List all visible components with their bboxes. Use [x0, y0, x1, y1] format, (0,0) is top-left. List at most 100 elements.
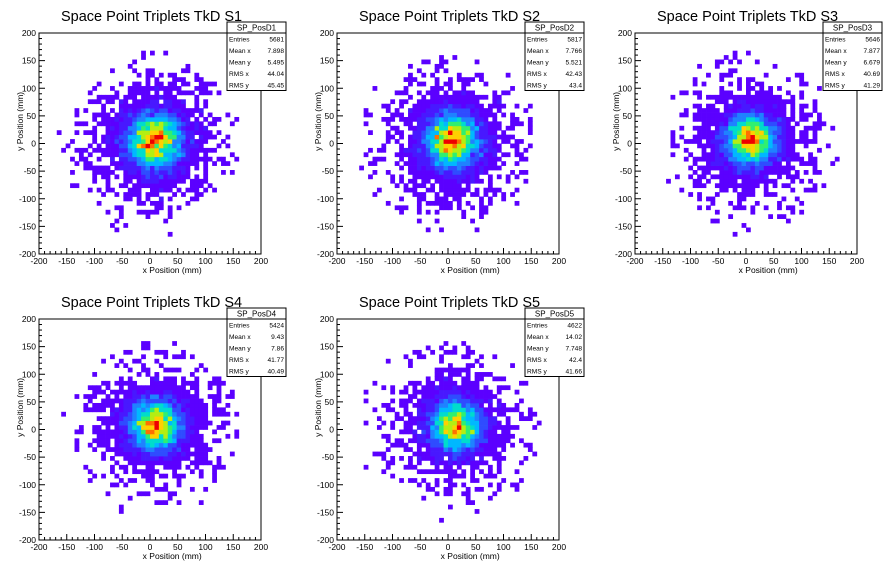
heatmap-bin [448, 130, 453, 136]
heatmap-bin [750, 183, 756, 189]
heatmap-bin [132, 125, 138, 131]
heatmap-bin [817, 112, 822, 118]
heatmap-bin [483, 161, 489, 166]
heatmap-bin [198, 121, 204, 127]
heatmap-bin [194, 460, 200, 466]
heatmap-bin [416, 425, 422, 430]
heatmap-bin [176, 112, 182, 118]
heatmap-bin [412, 170, 418, 175]
heatmap-bin [697, 108, 702, 113]
heatmap-bin [452, 112, 458, 118]
heatmap-bin [492, 130, 498, 136]
heatmap-bin [505, 385, 511, 391]
heatmap-bin [163, 402, 169, 408]
heatmap-bin [390, 116, 396, 122]
heatmap-bin [439, 183, 444, 189]
heatmap-bin [141, 50, 146, 56]
heatmap-bin [123, 125, 129, 131]
heatmap-bin [439, 55, 444, 60]
heatmap-bin [794, 170, 800, 175]
heatmap-bin [408, 438, 413, 444]
heatmap-bin [118, 402, 124, 408]
heatmap-bin [141, 143, 146, 149]
heatmap-bin [136, 451, 142, 457]
heatmap-bin [136, 407, 142, 413]
heatmap-bin [216, 398, 222, 404]
heatmap-bin [723, 187, 729, 193]
heatmap-bin [207, 156, 213, 162]
heatmap-bin [750, 143, 756, 149]
heatmap-bin [474, 72, 480, 78]
heatmap-bin [434, 482, 440, 488]
heatmap-bin [474, 460, 480, 466]
heatmap-bin [172, 341, 177, 346]
heatmap-bin [470, 425, 475, 430]
heatmap-bin [70, 170, 75, 175]
heatmap-bin [425, 178, 431, 184]
heatmap-bin [763, 103, 769, 109]
heatmap-bin [487, 394, 493, 399]
heatmap-bin [403, 161, 409, 166]
heatmap-bin [167, 398, 173, 404]
heatmap-bin [172, 433, 177, 439]
heatmap-bin [163, 134, 169, 140]
heatmap-bin [403, 187, 409, 193]
heatmap-bin [172, 456, 177, 461]
heatmap-bin [781, 152, 787, 158]
heatmap-bin [443, 183, 449, 189]
heatmap-bin [145, 99, 151, 105]
heatmap-bin [425, 486, 431, 492]
heatmap-bin [154, 165, 160, 171]
heatmap-bin [83, 407, 89, 413]
heatmap-bin [127, 152, 133, 158]
heatmap-bin [385, 433, 391, 439]
heatmap-bin [785, 139, 791, 144]
heatmap-bin [728, 81, 734, 87]
heatmap-bin [127, 63, 133, 69]
heatmap-bin [158, 200, 164, 206]
heatmap-bin [172, 99, 177, 105]
heatmap-bin [145, 402, 151, 408]
heatmap-bin [448, 205, 453, 211]
heatmap-bin [430, 147, 436, 153]
heatmap-bin [136, 112, 142, 118]
heatmap-bin [763, 72, 769, 78]
heatmap-bin [110, 187, 115, 193]
heatmap-bin [167, 187, 173, 193]
heatmap-bin [501, 196, 507, 202]
heatmap-bin [430, 143, 436, 149]
y-tick-label: 0 [329, 139, 334, 149]
heatmap-bin [781, 214, 787, 219]
heatmap-bin [167, 86, 173, 91]
heatmap-bin [746, 103, 751, 109]
heatmap-bin [452, 130, 458, 136]
heatmap-bin [96, 121, 102, 127]
heatmap-bin [194, 152, 200, 158]
heatmap-bin [514, 143, 520, 149]
heatmap-bin [96, 99, 102, 105]
heatmap-bin [145, 464, 151, 470]
heatmap-bin [416, 116, 422, 122]
heatmap-bin [141, 99, 146, 105]
heatmap-bin [150, 68, 155, 74]
heatmap-bin [167, 209, 173, 215]
heatmap-bin [746, 183, 751, 189]
heatmap-bin [421, 402, 427, 408]
heatmap-bin [110, 464, 115, 470]
heatmap-bin [456, 156, 462, 162]
stats-box-name: SP_PosD3 [833, 24, 873, 33]
heatmap-bin [412, 178, 418, 184]
heatmap-bin [403, 464, 409, 470]
heatmap-bin [194, 130, 200, 136]
heatmap-bin [141, 394, 146, 399]
heatmap-bin [519, 478, 524, 483]
heatmap-bin [416, 205, 422, 211]
heatmap-bin [465, 376, 471, 382]
heatmap-bin [421, 442, 427, 448]
heatmap-bin [105, 143, 111, 149]
heatmap-bin [136, 196, 142, 202]
heatmap-bin [158, 170, 164, 175]
x-tick-label: 100 [496, 256, 510, 266]
heatmap-bin [167, 460, 173, 466]
heatmap-bin [172, 112, 177, 118]
